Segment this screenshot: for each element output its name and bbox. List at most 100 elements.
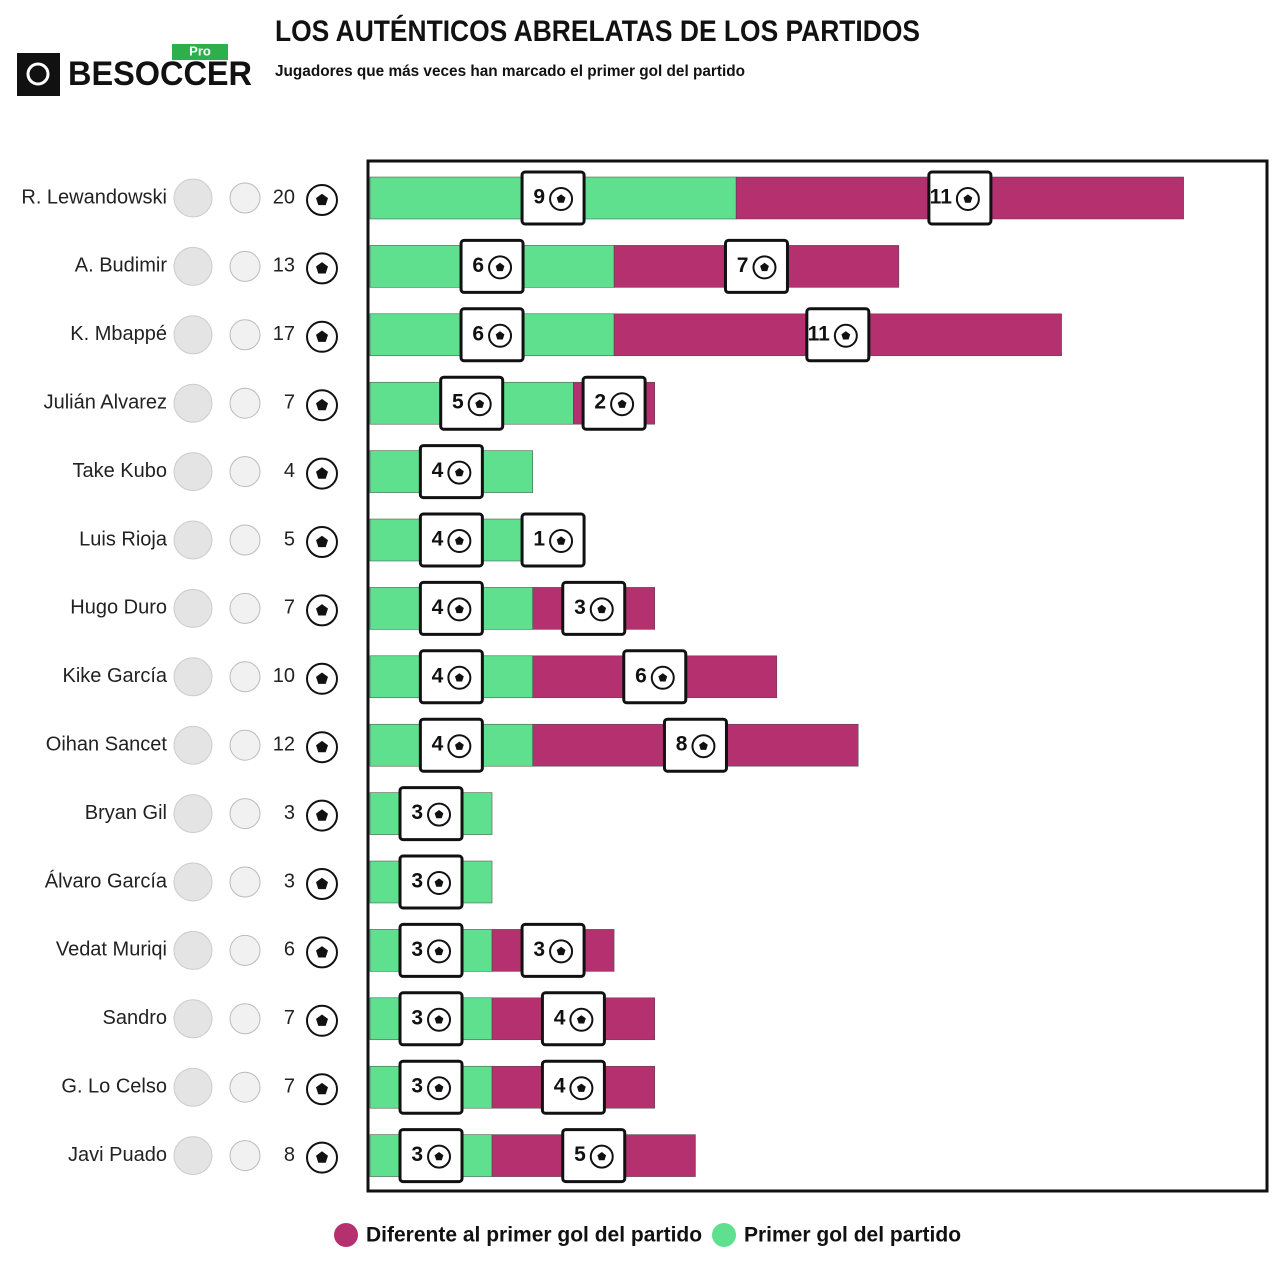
ball-icon-patch bbox=[699, 741, 708, 750]
total-goals: 3 bbox=[284, 802, 295, 824]
ball-icon-patch bbox=[617, 399, 627, 408]
ball-icon-patch bbox=[434, 1015, 444, 1024]
ball-icon-patch bbox=[316, 1151, 328, 1163]
total-goals: 12 bbox=[273, 733, 295, 755]
ball-icon-patch bbox=[316, 809, 328, 821]
value-label: 6 bbox=[635, 664, 647, 687]
value-label: 3 bbox=[411, 1006, 423, 1029]
club-crest bbox=[229, 182, 261, 214]
player-name: G. Lo Celso bbox=[61, 1075, 167, 1097]
player-photo bbox=[173, 1136, 213, 1176]
club-crest bbox=[229, 729, 261, 761]
legend-swatch bbox=[334, 1223, 358, 1247]
club-crest bbox=[229, 592, 261, 624]
ball-icon-patch bbox=[556, 194, 566, 203]
club-crest bbox=[229, 319, 261, 351]
player-photo bbox=[173, 520, 213, 560]
ball-icon-patch bbox=[316, 535, 328, 548]
ball-icon-patch bbox=[658, 673, 668, 682]
club-crest bbox=[229, 387, 261, 419]
value-label: 5 bbox=[452, 391, 464, 414]
value-label: 4 bbox=[432, 528, 444, 551]
legend-label: Primer gol del partido bbox=[744, 1224, 961, 1247]
value-label: 4 bbox=[432, 596, 444, 619]
value-label: 4 bbox=[432, 459, 444, 482]
ball-icon-patch bbox=[316, 740, 328, 753]
value-label: 3 bbox=[533, 938, 545, 961]
player-name: A. Budimir bbox=[75, 255, 168, 277]
ball-icon-patch bbox=[455, 673, 464, 682]
player-name: Luis Rioja bbox=[79, 528, 168, 550]
value-label: 3 bbox=[411, 1143, 423, 1166]
player-name: Sandro bbox=[103, 1007, 168, 1029]
ball-icon-patch bbox=[316, 1014, 328, 1026]
value-label: 4 bbox=[554, 1075, 566, 1098]
player-name: Kike García bbox=[63, 665, 168, 687]
total-goals: 3 bbox=[284, 870, 295, 892]
ball-icon-patch bbox=[316, 262, 328, 274]
logo-badge: Pro bbox=[189, 43, 211, 58]
value-label: 3 bbox=[574, 596, 586, 619]
ball-icon-patch bbox=[556, 536, 566, 545]
ball-icon-patch bbox=[455, 604, 464, 614]
player-photo bbox=[173, 725, 213, 765]
player-photo bbox=[173, 588, 213, 628]
ball-icon-patch bbox=[316, 398, 328, 411]
value-label: 4 bbox=[432, 733, 444, 756]
club-crest bbox=[229, 1140, 261, 1172]
ball-icon-patch bbox=[577, 1083, 586, 1092]
ball-icon-patch bbox=[577, 1015, 586, 1024]
player-photo bbox=[173, 383, 213, 423]
player-photo bbox=[173, 862, 213, 902]
value-label: 6 bbox=[472, 254, 484, 277]
player-photo bbox=[173, 794, 213, 834]
value-label: 7 bbox=[737, 254, 749, 277]
ball-icon-patch bbox=[434, 1083, 444, 1092]
logo-badge-bg bbox=[172, 44, 228, 60]
ball-icon-patch bbox=[434, 878, 444, 887]
ball-icon-patch bbox=[841, 331, 851, 340]
legend-label: Diferente al primer gol del partido bbox=[366, 1224, 702, 1247]
player-photo bbox=[173, 999, 213, 1039]
ball-icon-patch bbox=[475, 399, 485, 408]
player-name: Take Kubo bbox=[72, 460, 167, 482]
ball-icon-patch bbox=[495, 262, 505, 272]
player-photo bbox=[173, 1067, 213, 1107]
ball-icon-patch bbox=[556, 946, 566, 956]
club-crest bbox=[229, 524, 261, 556]
value-label: 11 bbox=[930, 186, 953, 209]
plot-frame bbox=[366, 159, 1269, 1193]
ball-icon-patch bbox=[455, 468, 464, 477]
player-photo bbox=[173, 452, 213, 492]
ball-icon-patch bbox=[963, 194, 973, 203]
player-name: Bryan Gil bbox=[85, 802, 167, 824]
total-goals: 8 bbox=[284, 1144, 295, 1166]
ball-icon-patch bbox=[316, 193, 328, 206]
value-label: 4 bbox=[432, 664, 444, 687]
ball-icon-patch bbox=[434, 810, 444, 819]
player-name: Oihan Sancet bbox=[46, 733, 168, 755]
club-crest bbox=[229, 250, 261, 282]
ball-icon-patch bbox=[434, 1152, 444, 1161]
value-label: 11 bbox=[808, 322, 831, 345]
ball-icon-patch bbox=[597, 1152, 607, 1161]
value-label: 3 bbox=[411, 801, 423, 824]
total-goals: 13 bbox=[273, 255, 295, 277]
chart-subtitle: Jugadores que más veces han marcado el p… bbox=[275, 63, 745, 80]
ball-icon-patch bbox=[316, 330, 328, 342]
player-name: Álvaro García bbox=[45, 869, 168, 892]
player-photo bbox=[173, 315, 213, 355]
value-label: 3 bbox=[411, 870, 423, 893]
ball-icon-patch bbox=[316, 877, 328, 890]
player-name: R. Lewandowski bbox=[21, 186, 167, 208]
total-goals: 17 bbox=[273, 323, 295, 345]
player-photo bbox=[173, 246, 213, 286]
value-label: 5 bbox=[574, 1143, 586, 1166]
ball-icon-patch bbox=[434, 946, 444, 956]
ball-icon-patch bbox=[316, 1082, 328, 1095]
total-goals: 7 bbox=[284, 391, 295, 413]
value-label: 6 bbox=[472, 322, 484, 345]
value-label: 1 bbox=[533, 528, 545, 551]
value-label: 9 bbox=[533, 186, 545, 209]
player-name: Julián Alvarez bbox=[44, 391, 167, 413]
